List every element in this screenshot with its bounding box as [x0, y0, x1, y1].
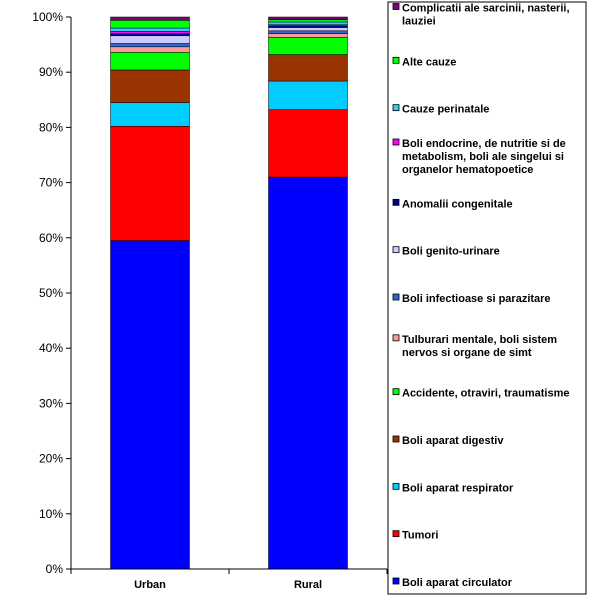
bar-segment: [110, 126, 190, 241]
y-tick-label: 0%: [46, 562, 64, 576]
legend-label: Accidente, otraviri, traumatisme: [402, 388, 570, 400]
legend: Complicatii ale sarcinii, nasterii,lauzi…: [387, 1, 587, 595]
legend-item: Anomalii congenitale: [392, 198, 513, 210]
bar-segment: [268, 21, 348, 25]
bar-segment: [110, 102, 190, 127]
y-tick-label: 70%: [39, 176, 63, 190]
legend-label: lauziei: [402, 16, 436, 28]
legend-label: Boli aparat respirator: [402, 482, 514, 494]
legend-item: Boli aparat digestiv: [392, 435, 504, 447]
bar-segment: [268, 54, 348, 82]
y-tick-label: 40%: [39, 341, 63, 355]
legend-swatch: [392, 104, 400, 112]
x-category-label: Urban: [134, 579, 166, 591]
bar-segment: [110, 33, 190, 37]
legend-swatch: [392, 530, 400, 538]
bar-segment: [110, 240, 190, 570]
bar-segment: [110, 16, 190, 21]
bar-segment: [268, 109, 348, 178]
plot-area: [110, 16, 348, 570]
bar-segment: [110, 20, 190, 29]
legend-item: Cauze perinatale: [392, 104, 489, 116]
axes: 0% 10% 20% 30% 40% 50% 60% 70% 80% 90% 100% Urban Ru…: [32, 10, 388, 591]
legend-swatch: [392, 388, 400, 396]
legend-swatch: [392, 577, 400, 585]
bar-segment: [110, 46, 190, 53]
y-tick-label: 50%: [39, 286, 63, 300]
legend-label: Tumori: [402, 530, 438, 542]
legend-label: Boli aparat digestiv: [402, 435, 504, 447]
bar-segment: [110, 52, 190, 71]
y-tick-label: 90%: [39, 65, 63, 79]
y-tick-label: 10%: [39, 507, 63, 521]
legend-label: nervos si organe de simt: [402, 347, 532, 359]
legend-label: metabolism, boli ale singelui si: [402, 151, 564, 163]
legend-swatch: [392, 246, 400, 254]
bar-segment: [110, 69, 190, 103]
y-tick-label: 80%: [39, 120, 63, 134]
bar-segment: [268, 30, 348, 34]
legend-swatch: [392, 3, 400, 10]
legend-item: Tumori: [392, 530, 438, 542]
bar-segment: [110, 31, 190, 34]
legend-swatch: [392, 334, 400, 342]
bar-segment: [268, 27, 348, 32]
legend-label: organelor hematopoetice: [402, 164, 533, 176]
bar-segment: [268, 176, 348, 570]
bar-segment: [268, 37, 348, 55]
y-tick-label: 30%: [39, 396, 63, 410]
bar-segment: [268, 16, 348, 21]
legend-item: Complicatii ale sarcinii, nasterii,lauzi…: [392, 3, 570, 28]
legend-label: Tulburari mentale, boli sistem: [402, 334, 557, 346]
y-tick-label: 20%: [39, 452, 63, 466]
legend-swatch: [392, 56, 400, 64]
legend-swatch: [392, 482, 400, 490]
bar-segment: [268, 80, 348, 110]
y-tick-label: 60%: [39, 231, 63, 245]
legend-label: Anomalii congenitale: [402, 198, 513, 210]
legend-label: Complicatii ale sarcinii, nasterii,: [402, 3, 570, 15]
legend-item: Boli aparat respirator: [392, 482, 514, 494]
legend-swatch: [392, 138, 400, 146]
legend-item: Accidente, otraviri, traumatisme: [392, 388, 570, 400]
legend-label: Boli infectioase si parazitare: [402, 293, 551, 305]
y-tick-label: 100%: [32, 10, 63, 24]
legend-item: Alte cauze: [392, 56, 456, 68]
legend-swatch: [392, 293, 400, 301]
legend-label: Boli genito-urinare: [402, 246, 500, 258]
x-category-label: Rural: [294, 579, 322, 591]
legend-item: Boli aparat circulator: [392, 577, 513, 589]
legend-item: Boli endocrine, de nutritie si demetabol…: [392, 138, 566, 176]
bar-segment: [268, 19, 348, 23]
legend-label: Alte cauze: [402, 56, 456, 68]
legend-item: Boli genito-urinare: [392, 246, 500, 258]
bar-segment: [110, 35, 190, 44]
bar-segment: [110, 43, 190, 48]
legend-label: Boli endocrine, de nutritie si de: [402, 138, 566, 150]
legend-label: Boli aparat circulator: [402, 577, 513, 589]
legend-label: Cauze perinatale: [402, 104, 489, 116]
bar-segment: [268, 33, 348, 38]
legend-item: Boli infectioase si parazitare: [392, 293, 551, 305]
legend-box: [387, 1, 587, 595]
legend-swatch: [392, 435, 400, 443]
legend-swatch: [392, 198, 400, 206]
bar-segment: [110, 27, 190, 32]
